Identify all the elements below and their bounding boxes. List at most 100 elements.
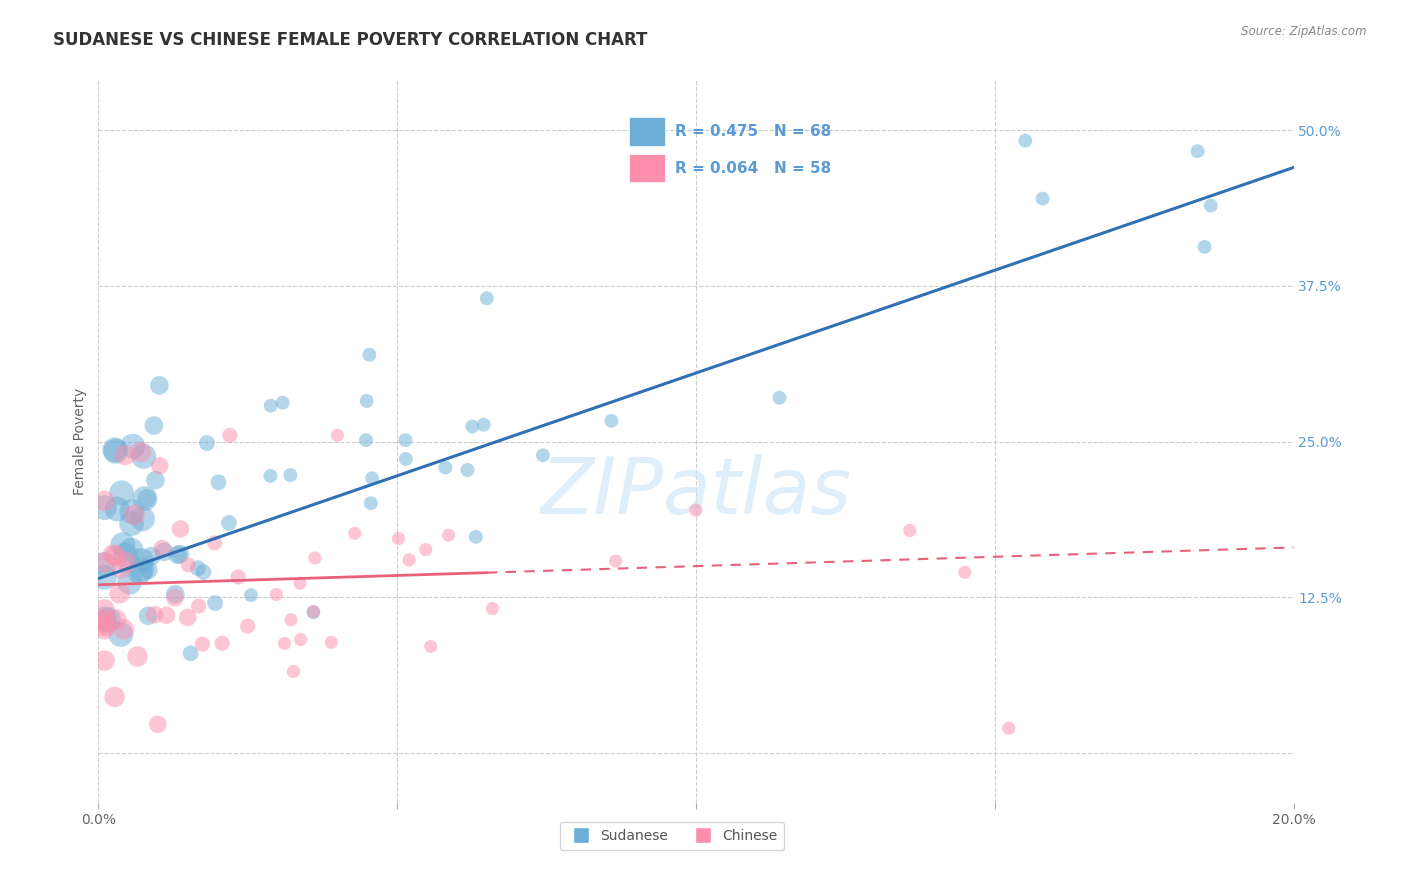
Point	[343, 526, 366, 541]
Point	[110, 561, 132, 575]
Point	[768, 391, 790, 405]
Point	[356, 393, 378, 408]
Point	[115, 555, 138, 569]
Point	[326, 428, 349, 442]
Point	[124, 508, 146, 522]
Point	[1187, 144, 1209, 158]
Point	[148, 378, 170, 392]
Point	[93, 619, 115, 633]
Point	[1014, 134, 1036, 148]
Point	[321, 635, 343, 649]
Point	[415, 542, 437, 557]
Point	[387, 532, 409, 546]
Point	[1194, 240, 1216, 254]
Point	[93, 602, 115, 616]
Point	[93, 654, 115, 668]
Point	[93, 494, 115, 508]
Point	[211, 636, 233, 650]
Point	[114, 548, 136, 562]
Point	[240, 588, 263, 602]
Point	[177, 558, 200, 572]
Point	[461, 419, 484, 434]
Point	[226, 570, 249, 584]
Point	[481, 601, 503, 615]
Point	[104, 549, 127, 563]
Point	[395, 452, 418, 467]
Point	[398, 553, 420, 567]
Point	[273, 636, 295, 650]
Point	[145, 473, 167, 487]
Point	[112, 623, 135, 637]
Point	[146, 717, 169, 731]
Point	[132, 450, 155, 464]
Point	[104, 444, 127, 458]
Point	[283, 665, 305, 679]
Point	[131, 553, 153, 567]
Point	[135, 491, 157, 506]
Point	[143, 607, 166, 622]
Point	[93, 622, 115, 636]
Point	[266, 587, 288, 601]
Point	[149, 458, 172, 473]
Point	[165, 587, 187, 601]
Point	[104, 690, 127, 704]
Text: ZIPatlas: ZIPatlas	[540, 454, 852, 530]
Point	[153, 545, 176, 559]
Point	[195, 436, 218, 450]
Point	[302, 605, 325, 619]
Point	[155, 608, 177, 623]
Text: SUDANESE VS CHINESE FEMALE POVERTY CORRELATION CHART: SUDANESE VS CHINESE FEMALE POVERTY CORRE…	[53, 31, 648, 49]
Point	[193, 565, 215, 579]
Point	[434, 460, 457, 475]
Point	[1199, 199, 1222, 213]
Point	[290, 632, 312, 647]
Point	[437, 528, 460, 542]
Point	[236, 619, 259, 633]
Point	[360, 496, 382, 510]
Point	[359, 348, 381, 362]
Point	[97, 613, 120, 627]
Point	[101, 548, 124, 562]
Legend: Sudanese, Chinese: Sudanese, Chinese	[560, 822, 785, 850]
Y-axis label: Female Poverty: Female Poverty	[73, 388, 87, 495]
Point	[218, 516, 240, 530]
Point	[531, 448, 554, 462]
Point	[93, 500, 115, 515]
Point	[141, 549, 163, 563]
Point	[219, 428, 242, 442]
Point	[259, 468, 281, 483]
Point	[166, 548, 188, 562]
Point	[131, 562, 153, 576]
Point	[204, 536, 226, 550]
Point	[163, 591, 186, 605]
Point	[131, 512, 153, 526]
Point	[260, 399, 283, 413]
Point	[129, 445, 152, 459]
Point	[997, 721, 1019, 735]
Point	[105, 613, 128, 627]
Point	[685, 503, 707, 517]
Point	[187, 561, 209, 575]
Point	[121, 439, 143, 453]
Point	[204, 596, 226, 610]
Point	[150, 541, 173, 556]
Point	[93, 612, 115, 626]
Point	[304, 551, 326, 566]
Point	[110, 627, 132, 641]
Point	[169, 547, 191, 561]
Point	[288, 576, 311, 591]
Point	[121, 516, 143, 531]
Point	[898, 524, 921, 538]
Point	[121, 504, 143, 518]
Point	[457, 463, 479, 477]
Point	[354, 433, 377, 447]
Point	[1032, 192, 1054, 206]
Point	[394, 433, 416, 447]
Point	[605, 554, 627, 568]
Point	[127, 649, 149, 664]
Point	[302, 605, 325, 619]
Point	[110, 486, 132, 500]
Point	[419, 640, 441, 654]
Point	[953, 566, 976, 580]
Point	[280, 613, 302, 627]
